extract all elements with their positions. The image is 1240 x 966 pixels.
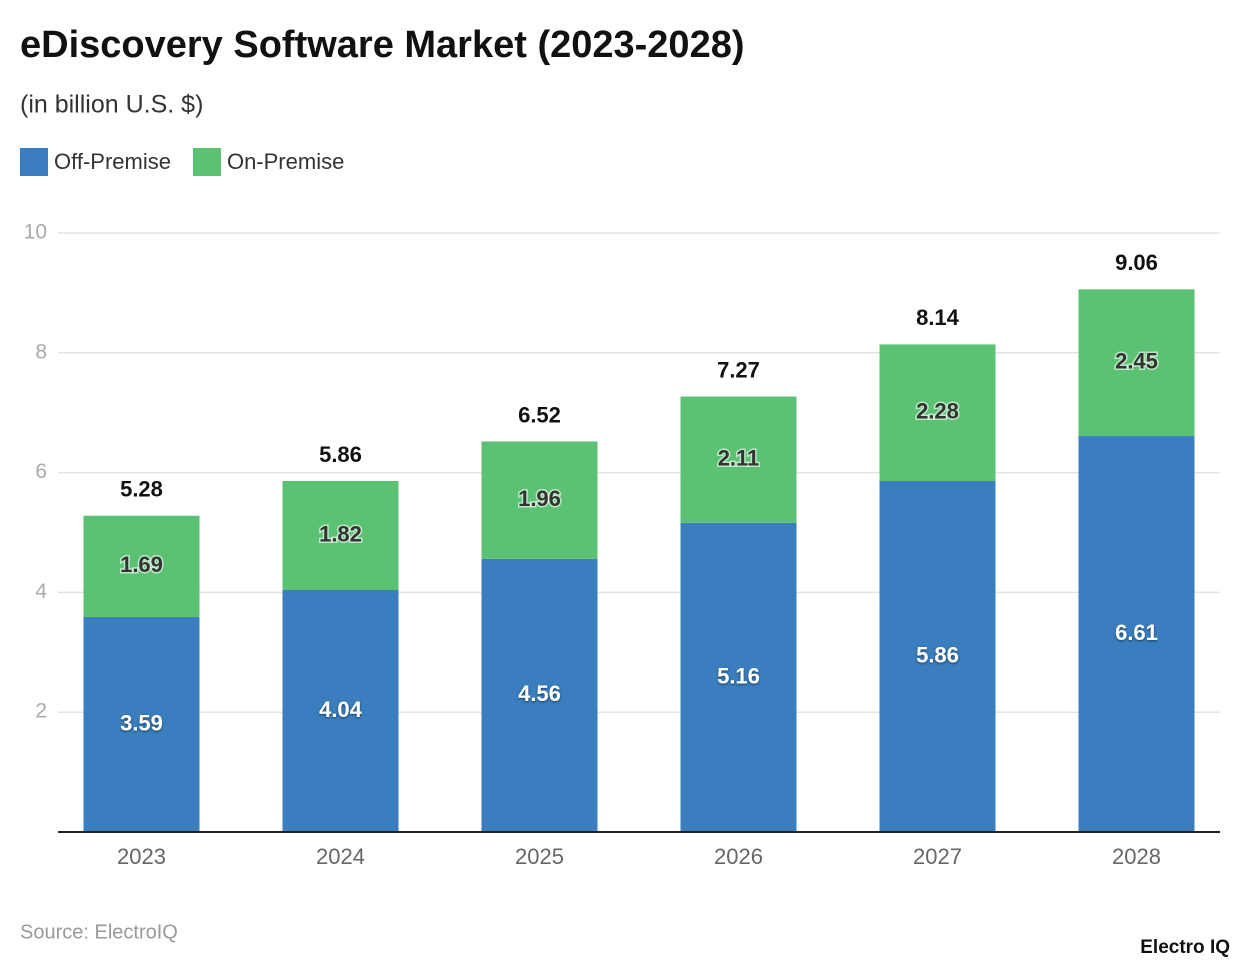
value-label: 2.11 (718, 446, 760, 471)
bar-segment (83, 616, 200, 832)
x-tick-label: 2028 (1112, 844, 1161, 869)
value-label: 6.61 (1115, 620, 1158, 645)
bar-segment (680, 522, 797, 832)
bar-segment (1078, 436, 1195, 832)
value-label: 2.28 (916, 399, 959, 424)
x-tick-label: 2027 (913, 844, 962, 869)
x-tick-label: 2023 (117, 844, 166, 869)
total-label: 6.52 (518, 402, 561, 427)
value-label: 5.86 (916, 642, 959, 667)
chart-subtitle: (in billion U.S. $) (20, 91, 203, 119)
x-tick-label: 2024 (316, 844, 365, 869)
value-label: 4.04 (319, 697, 363, 722)
y-tick-label: 4 (35, 580, 47, 603)
total-label: 9.06 (1115, 250, 1158, 275)
bar-segment (481, 441, 598, 559)
bar-segment (83, 515, 200, 617)
y-tick-label: 8 (35, 340, 47, 363)
value-label: 2.45 (1115, 348, 1158, 373)
total-label: 5.86 (319, 442, 362, 467)
x-tick-label: 2025 (515, 844, 564, 869)
brand: Electro IQ (1140, 937, 1230, 958)
value-label: 5.16 (717, 663, 760, 688)
value-label: 3.59 (120, 710, 163, 735)
bar-segment (282, 590, 399, 832)
bar-segment (879, 480, 996, 832)
legend-swatch (20, 148, 48, 176)
total-label: 5.28 (120, 477, 163, 502)
value-label: 1.96 (518, 486, 561, 511)
y-tick-label: 2 (35, 700, 47, 723)
bar-segment (282, 480, 399, 591)
value-label: 1.82 (319, 521, 362, 546)
bar-segment (879, 344, 996, 481)
total-label: 7.27 (717, 357, 760, 382)
value-label: 1.69 (120, 552, 163, 577)
y-tick-label: 10 (24, 221, 47, 244)
value-label: 4.56 (518, 681, 561, 706)
bar-segment (481, 558, 598, 832)
legend-swatch (192, 148, 221, 176)
chart-title: eDiscovery Software Market (2023-2028) (20, 24, 745, 66)
legend-label: Off-Premise (54, 149, 171, 174)
legend-label: On-Premise (227, 149, 344, 174)
source: Source: ElectroIQ (20, 921, 178, 943)
total-label: 8.14 (916, 305, 960, 330)
x-tick-label: 2026 (714, 844, 763, 869)
y-tick-label: 6 (35, 460, 47, 483)
bar-segment (1078, 289, 1195, 437)
bar-segment (680, 396, 797, 523)
